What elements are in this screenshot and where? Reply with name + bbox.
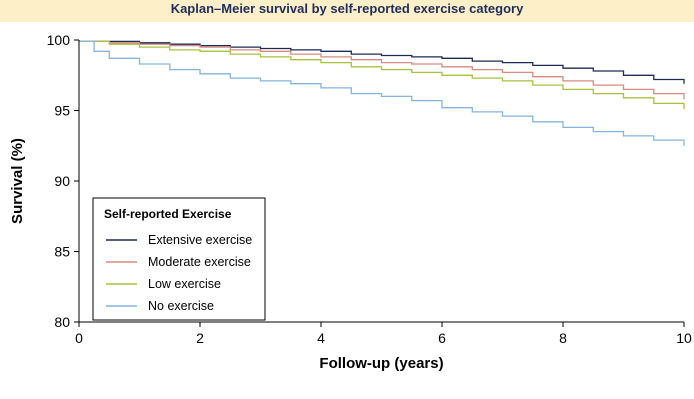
legend: Self-reported Exercise Extensive exercise… — [92, 197, 266, 321]
x-tick-label: 0 — [75, 330, 83, 346]
x-axis-label: Follow-up (years) — [319, 355, 443, 372]
x-tick-label: 2 — [196, 330, 204, 346]
series-line-3 — [79, 40, 685, 146]
survival-curves — [79, 40, 685, 146]
x-tick-label: 6 — [438, 330, 446, 346]
y-tick-label: 80 — [54, 314, 70, 330]
title-banner: Kaplan–Meier survival by self-reported e… — [0, 0, 694, 22]
legend-label-1: Moderate exercise — [148, 255, 251, 269]
banner-title: Kaplan–Meier survival by self-reported e… — [170, 1, 524, 16]
x-tick-label: 8 — [559, 330, 567, 346]
y-tick-label: 90 — [54, 173, 70, 189]
y-tick-label: 85 — [54, 244, 70, 260]
legend-label-0: Extensive exercise — [148, 233, 252, 247]
series-line-0 — [79, 40, 685, 84]
legend-label-3: No exercise — [148, 299, 214, 313]
series-line-2 — [79, 40, 685, 110]
y-tick-label: 100 — [47, 32, 71, 48]
axes: 0 2 4 6 8 10 80 85 90 95 100 Follow-up (years) Survi… — [9, 32, 692, 372]
legend-label-2: Low exercise — [148, 277, 221, 291]
survival-chart: 0 2 4 6 8 10 80 85 90 95 100 Follow-up (years) Survi… — [9, 32, 692, 372]
series-line-1 — [79, 40, 685, 100]
x-tick-label: 10 — [676, 330, 692, 346]
legend-box — [92, 197, 266, 321]
x-tick-label: 4 — [317, 330, 325, 346]
legend-title: Self-reported Exercise — [104, 207, 232, 221]
y-axis-label: Survival (%) — [9, 138, 26, 224]
y-tick-label: 95 — [54, 103, 70, 119]
